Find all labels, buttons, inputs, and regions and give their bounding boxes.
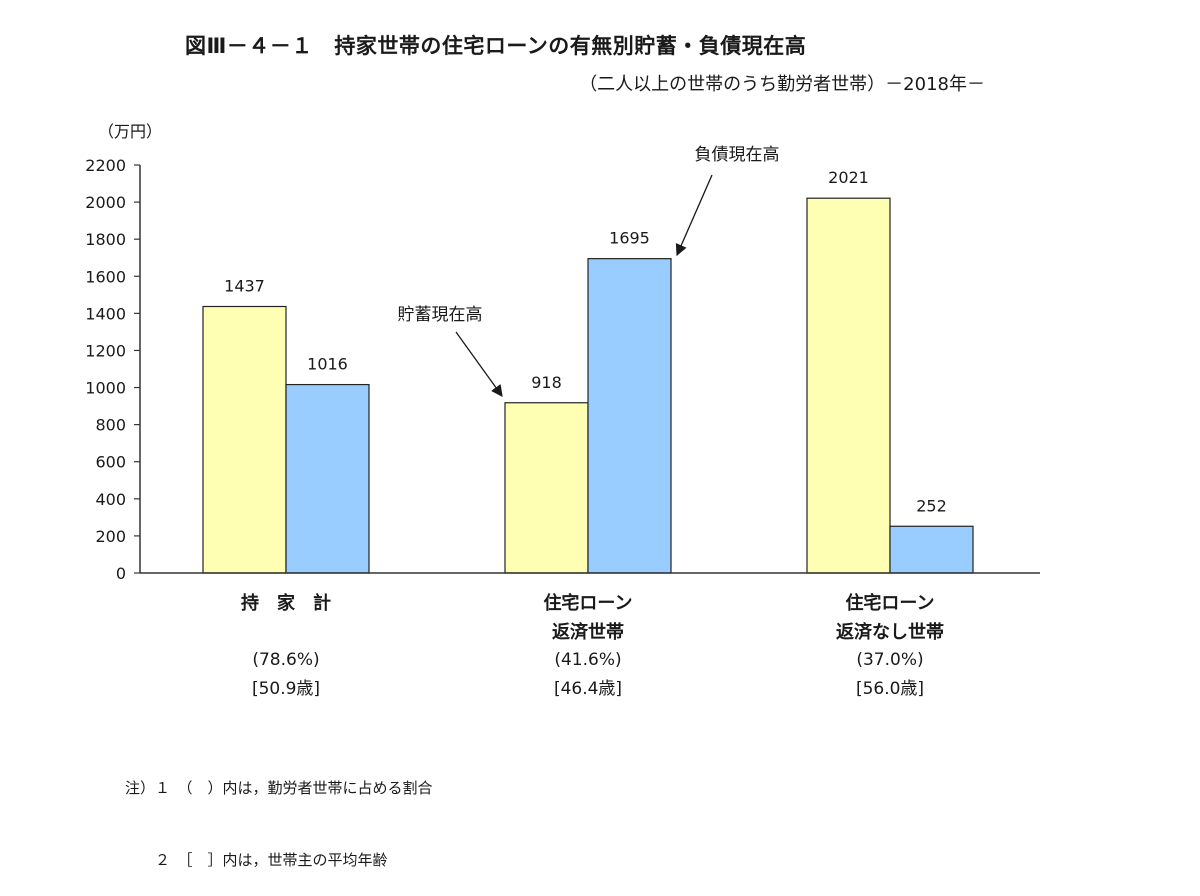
annotation-savings-arrow [455, 331, 503, 397]
y-tick-label: 1600 [85, 267, 126, 286]
y-tick-label: 2200 [85, 156, 126, 175]
annotation-savings: 貯蓄現在高 [398, 305, 483, 325]
y-tick-label: 1800 [85, 230, 126, 249]
category-label: 住宅ローン [845, 592, 934, 614]
bar [889, 525, 974, 574]
bar-value-label: 252 [916, 496, 947, 515]
category-age: [46.4歳] [554, 679, 622, 699]
y-tick-label: 600 [95, 453, 126, 472]
note-2: ２ ［ ］内は，世帯主の平均年齢 [125, 851, 388, 869]
y-tick-label: 2000 [85, 193, 126, 212]
category-label: 持 家 計 [241, 592, 331, 614]
y-tick-label: 400 [95, 490, 126, 509]
y-tick-label: 1000 [85, 379, 126, 398]
bar [587, 258, 672, 574]
note-1: 注）１ （ ）内は，勤労者世帯に占める割合 [125, 779, 433, 797]
category-share: (78.6%) [252, 650, 319, 670]
bar-value-label: 1695 [609, 229, 650, 248]
category-age: [56.0歳] [856, 679, 924, 699]
y-tick-label: 1400 [85, 304, 126, 323]
bar [806, 197, 891, 574]
bar-value-label: 918 [531, 373, 562, 392]
chart-subtitle: （二人以上の世帯のうち勤労者世帯）－2018年－ [579, 74, 985, 95]
annotation-debt: 負債現在高 [695, 145, 780, 165]
chart-notes: 注）１ （ ）内は，勤労者世帯に占める割合 ２ ［ ］内は，世帯主の平均年齢 [125, 728, 433, 896]
annotation-debt-arrow [675, 174, 713, 257]
category-label: 返済なし世帯 [836, 621, 944, 643]
bar [504, 402, 589, 574]
category-share: (41.6%) [554, 650, 621, 670]
category-label: 住宅ローン [543, 592, 632, 614]
bar [202, 305, 287, 574]
category-label: 返済世帯 [552, 621, 624, 643]
category-age: [50.9歳] [252, 679, 320, 699]
bar-value-label: 1016 [307, 355, 348, 374]
y-axis-unit: （万円） [98, 122, 162, 141]
bar-value-label: 1437 [224, 277, 265, 296]
bar-chart: （万円） 0 200 400 600 800 1000 1200 1400 1600 1800 200… [85, 122, 1040, 699]
bar [285, 383, 370, 574]
chart-title: 図Ⅲ－４－１ 持家世帯の住宅ローンの有無別貯蓄・負債現在高 [185, 34, 807, 58]
y-tick-label: 800 [95, 416, 126, 435]
y-tick-label: 1200 [85, 341, 126, 360]
y-tick-label: 200 [95, 527, 126, 546]
bar-value-label: 2021 [828, 168, 869, 187]
y-tick-label: 0 [116, 564, 126, 583]
category-share: (37.0%) [856, 650, 923, 670]
